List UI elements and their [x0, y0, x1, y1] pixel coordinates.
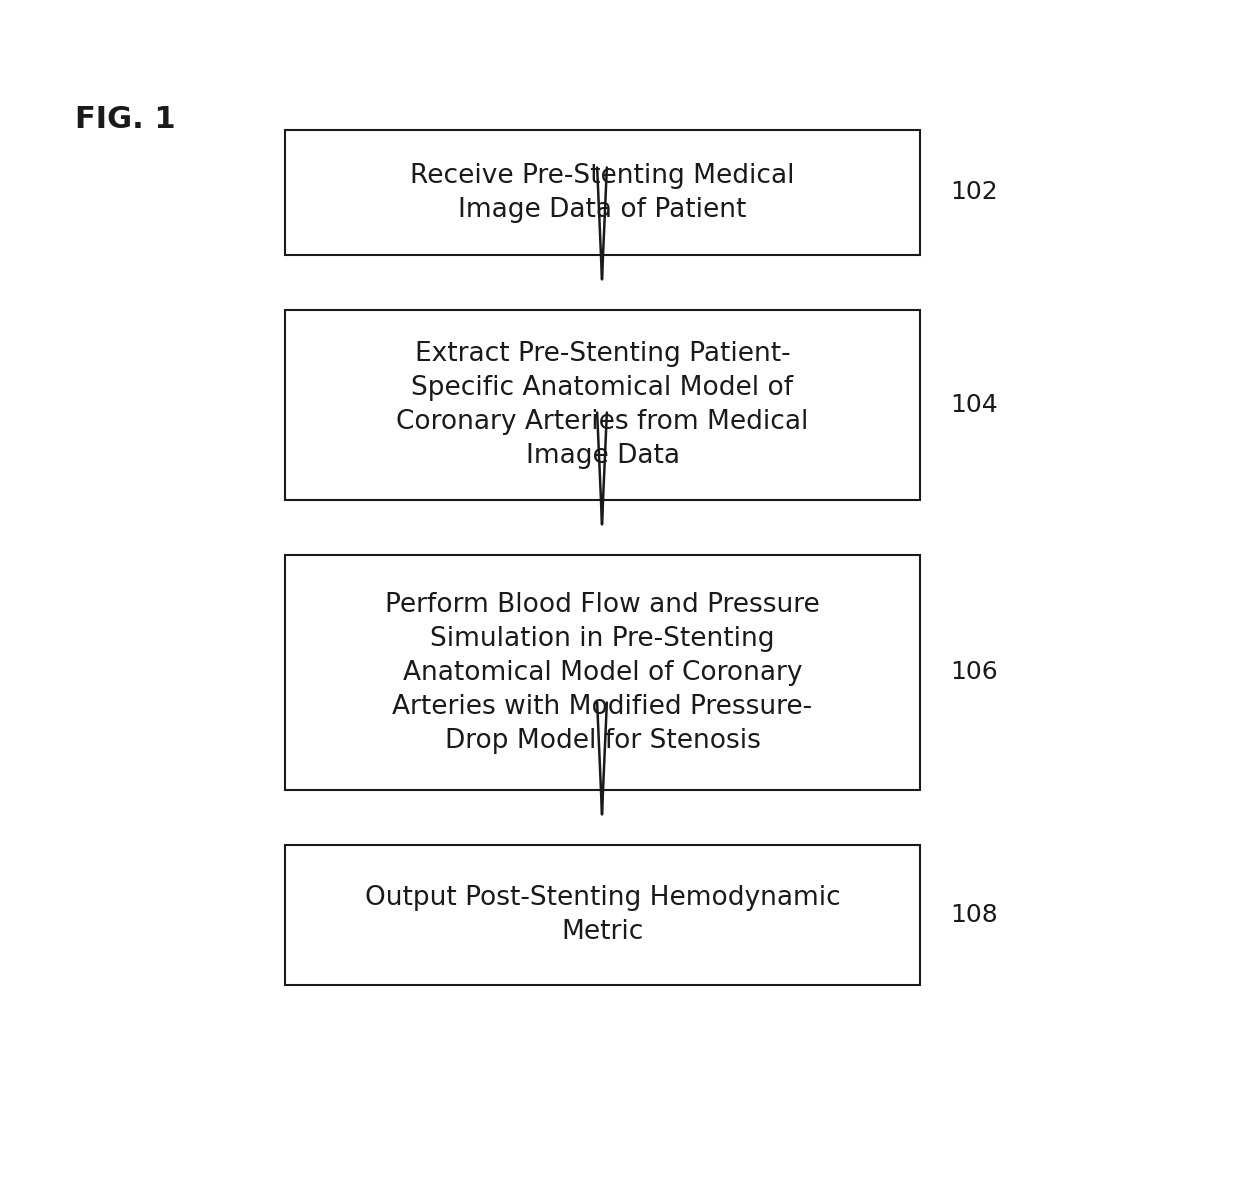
Bar: [285, 310, 920, 500]
Text: Extract Pre-Stenting Patient-
Specific Anatomical Model of
Coronary Arteries fro: Extract Pre-Stenting Patient- Specific A…: [397, 341, 808, 468]
Text: 108: 108: [950, 903, 998, 927]
Text: 102: 102: [950, 180, 998, 204]
Bar: [285, 845, 920, 985]
Bar: [285, 554, 920, 790]
Text: 104: 104: [950, 393, 998, 417]
Text: FIG. 1: FIG. 1: [74, 105, 176, 134]
Bar: [285, 130, 920, 255]
Text: 106: 106: [950, 660, 998, 684]
Text: Output Post-Stenting Hemodynamic
Metric: Output Post-Stenting Hemodynamic Metric: [365, 885, 841, 945]
Text: Receive Pre-Stenting Medical
Image Data of Patient: Receive Pre-Stenting Medical Image Data …: [410, 163, 795, 222]
Text: Perform Blood Flow and Pressure
Simulation in Pre-Stenting
Anatomical Model of C: Perform Blood Flow and Pressure Simulati…: [386, 592, 820, 754]
